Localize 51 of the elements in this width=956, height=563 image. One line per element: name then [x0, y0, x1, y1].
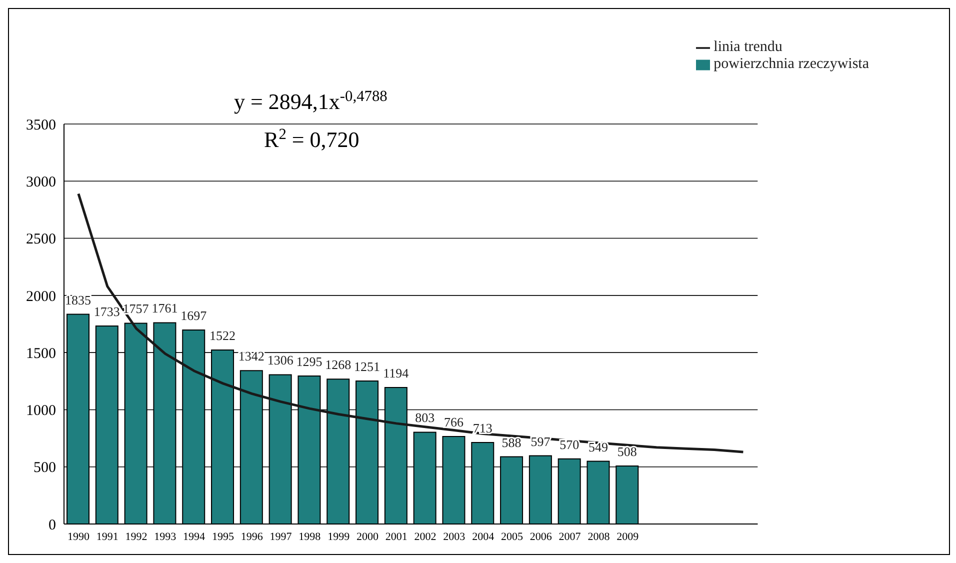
data-label: 713	[472, 420, 492, 436]
x-tick-label: 2000	[356, 530, 379, 543]
y-tick-label: 2500	[26, 232, 56, 248]
y-tick-label: 0	[48, 517, 56, 534]
legend-label: linia trendu	[714, 39, 782, 55]
x-tick-label: 1992	[125, 530, 148, 543]
x-tick-label: 1997	[270, 530, 292, 543]
annotation: R$^{2}$ = 0,720	[264, 126, 360, 152]
y-tick-label: 3000	[26, 174, 56, 190]
data-label: 1522	[210, 328, 236, 344]
x-tick-label: 2007	[558, 530, 582, 543]
data-label: 1733	[94, 304, 120, 319]
data-label: 1697	[180, 308, 208, 324]
x-tick-label: 1995	[212, 530, 234, 543]
x-tick-label: 1993	[154, 530, 177, 543]
data-label: 1342	[238, 348, 264, 364]
x-tick-label: 2003	[443, 530, 466, 543]
data-label: 1268	[325, 357, 352, 372]
data-label: 1835	[65, 292, 91, 308]
data-label: 766	[444, 414, 464, 430]
data-label: 508	[617, 444, 637, 459]
y-tick-label: 3500	[26, 117, 56, 134]
data-label: 570	[560, 436, 580, 452]
x-tick-label: 2002	[414, 530, 436, 543]
x-tick-label: 2008	[588, 530, 610, 543]
legend-label: powierzchnia rzeczywista	[714, 56, 869, 72]
x-tick-label: 2006	[530, 530, 552, 543]
x-tick-label: 1998	[298, 530, 322, 543]
data-label: 1757	[122, 301, 150, 316]
data-label: 588	[502, 434, 522, 450]
data-label: 1295	[296, 354, 322, 369]
y-tick-label: 500	[34, 460, 56, 476]
text: y = 2894,1x$^{-0,4788}$	[234, 88, 388, 114]
data-label: 1194	[383, 366, 410, 381]
data-label: 1306	[267, 352, 294, 368]
y-tick-label: 2000	[26, 288, 56, 305]
x-tick-label: 1991	[96, 530, 118, 543]
y-tick-label: 1500	[26, 346, 56, 362]
x-tick-label: 2009	[616, 530, 640, 543]
data-label: 549	[588, 439, 608, 454]
x-tick-label: 2001	[385, 530, 408, 543]
x-tick-label: 2004	[472, 530, 495, 543]
x-tick-label: 1994	[183, 530, 206, 543]
data-label: 803	[415, 410, 435, 426]
y-tick-label: 1000	[26, 403, 56, 420]
x-tick-label: 1996	[240, 530, 264, 543]
x-tick-label: 1999	[328, 530, 350, 543]
x-tick-label: 2005	[500, 530, 524, 543]
data-label: 1761	[152, 300, 178, 316]
data-label: 1251	[354, 359, 380, 374]
x-tick-label: 1990	[67, 530, 90, 543]
